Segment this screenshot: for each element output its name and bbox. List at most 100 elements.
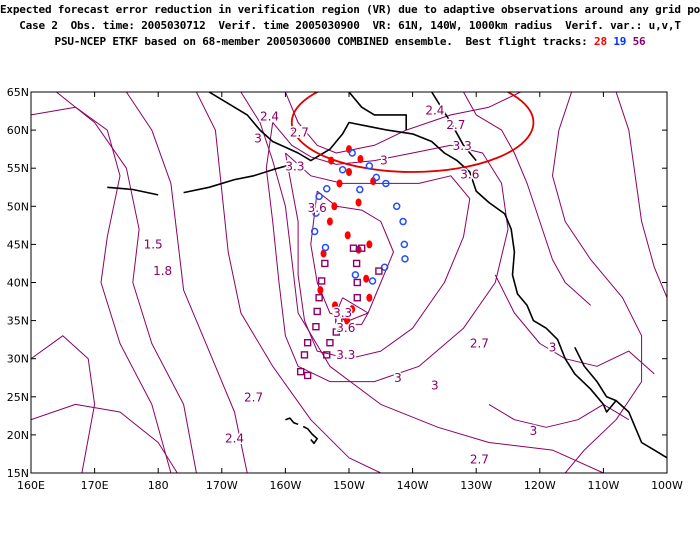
track-purple-square <box>353 278 361 287</box>
coastline <box>574 346 617 402</box>
contour-label: 3.3 <box>285 160 304 174</box>
title-line-3: PSU-NCEP ETKF based on 68-member 2005030… <box>0 35 700 48</box>
track-purple-square <box>358 244 366 252</box>
coastlines <box>107 92 667 459</box>
contour-line <box>240 92 604 473</box>
coastline <box>302 425 318 445</box>
track-purple-square <box>375 267 383 275</box>
track-red-dot <box>336 179 343 188</box>
contour-label: 1.5 <box>144 237 163 251</box>
lat-label: 15N <box>7 467 29 480</box>
contour-line <box>31 403 178 473</box>
track-purple-square <box>300 351 309 359</box>
verification-region-circle <box>290 92 535 173</box>
lat-label: 65N <box>7 86 29 99</box>
track-red-dot <box>328 156 335 165</box>
track-purple-square <box>321 259 329 268</box>
contour-line <box>31 335 96 473</box>
contour-line <box>552 92 643 473</box>
contour-label: 3 <box>394 371 402 385</box>
verification-region-layer <box>290 92 535 173</box>
lon-label: 140W <box>397 479 429 492</box>
track-count-blue: 19 <box>613 35 627 48</box>
track-red-dot <box>344 231 351 240</box>
lon-label: 170W <box>206 479 238 492</box>
track-count-purple: 56 <box>632 35 646 48</box>
coastline <box>107 186 159 196</box>
lon-label: 100W <box>651 479 683 492</box>
coastline <box>285 417 299 425</box>
track-blue-circle <box>401 255 409 263</box>
lon-label: 120W <box>524 479 556 492</box>
lat-label: 35N <box>7 315 29 328</box>
contour-label: 3 <box>431 378 439 392</box>
track-purple-square <box>312 322 320 331</box>
title-line-1: Expected forecast error reduction in ver… <box>0 3 700 16</box>
contour-label: 2.7 <box>470 452 489 466</box>
lat-label: 40N <box>7 277 29 290</box>
track-purple-square <box>303 371 312 380</box>
coastline <box>348 92 407 131</box>
track-blue-circle <box>321 243 330 252</box>
lat-label: 55N <box>7 162 29 175</box>
contour-labels: 2.42.732.42.73.333.33.63.61.51.83.33.63.… <box>142 102 558 468</box>
track-red-dot <box>366 293 373 302</box>
contour-label: 3.3 <box>453 139 472 153</box>
contour-label: 2.7 <box>244 391 263 405</box>
contour-line <box>31 106 172 473</box>
track-purple-square <box>323 351 331 359</box>
contour-label: 3 <box>254 131 262 145</box>
contour-line <box>488 403 630 428</box>
contour-label: 2.7 <box>470 336 489 350</box>
contour-label: 2.7 <box>446 118 465 132</box>
lon-label: 130W <box>460 479 492 492</box>
contour-label: 2.4 <box>225 432 244 446</box>
lat-label: 20N <box>7 429 29 442</box>
track-red-dot <box>363 274 370 283</box>
track-blue-circle <box>382 179 390 188</box>
contour-line <box>56 92 197 473</box>
track-red-dot <box>355 198 362 207</box>
contour-label: 3.3 <box>333 306 352 320</box>
contour-lines <box>31 92 667 473</box>
contour-label: 3.6 <box>336 321 355 335</box>
lat-label: 50N <box>7 200 29 213</box>
contour-line <box>284 92 521 154</box>
track-blue-circle <box>310 227 319 236</box>
lon-label: 110W <box>587 479 619 492</box>
track-red-dot <box>317 286 324 295</box>
track-blue-circle <box>351 271 360 279</box>
track-red-dot <box>331 202 338 211</box>
contour-line <box>195 92 382 473</box>
track-red-dot <box>332 301 339 310</box>
contour-label: 2.7 <box>290 125 309 139</box>
track-purple-square <box>313 307 321 316</box>
coastline <box>183 163 293 194</box>
track-blue-circle <box>368 277 377 285</box>
contour-line <box>125 92 248 473</box>
contour-line <box>284 152 471 360</box>
track-blue-circle <box>372 173 381 182</box>
contour-line <box>265 122 509 383</box>
track-red-dot <box>326 217 333 226</box>
contour-label: 3.6 <box>460 167 479 181</box>
contour-line <box>615 92 667 298</box>
lat-label: 60N <box>7 124 29 137</box>
contour-label: 2.4 <box>260 109 279 123</box>
lat-label: 30N <box>7 353 29 366</box>
coastline <box>208 92 667 459</box>
track-blue-circle <box>399 217 407 226</box>
contour-label: 3.6 <box>308 201 327 215</box>
track-blue-circle <box>315 192 323 201</box>
track-purple-square <box>353 294 361 302</box>
track-blue-circle <box>348 149 356 157</box>
contour-line <box>463 92 592 306</box>
track-blue-circle <box>312 209 320 217</box>
track-purple-square <box>332 328 340 336</box>
contour-line <box>310 190 394 322</box>
track-purple-square <box>335 316 343 324</box>
track-purple-square <box>315 294 323 302</box>
contour-label: 1.8 <box>153 264 172 278</box>
